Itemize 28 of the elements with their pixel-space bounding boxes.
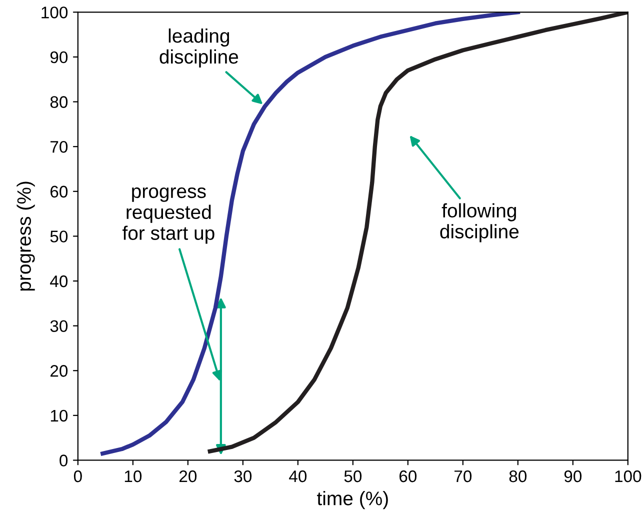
y-tick-label: 10: [50, 410, 68, 422]
y-tick-label: 0: [60, 454, 68, 466]
annotation: leading discipline: [160, 28, 238, 68]
y-tick-label: 60: [50, 186, 68, 198]
annotation: following discipline: [440, 203, 519, 242]
y-tick-label: 100: [42, 6, 68, 18]
y-tick-label: 40: [50, 275, 68, 288]
line-series: [100, 12, 520, 456]
x-tick-label: 40: [289, 470, 307, 482]
y-tick-label: 20: [50, 365, 68, 377]
y-tick-label: 70: [50, 140, 68, 153]
x-tick-label: 90: [564, 470, 582, 482]
y-tick-label: 80: [50, 96, 68, 108]
x-axis-title: time (%): [317, 491, 388, 510]
x-tick-label: 80: [509, 470, 527, 482]
x-tick-label: 50: [344, 470, 362, 482]
x-tick-label: 100: [615, 470, 642, 482]
y-tick-label: 90: [50, 51, 68, 64]
x-tick-label: 0: [74, 470, 82, 482]
x-tick-label: 10: [124, 470, 142, 482]
y-tick-label: 30: [50, 320, 68, 332]
x-tick-label: 70: [454, 470, 472, 482]
x-tick-label: 30: [234, 470, 252, 482]
x-tick-label: 20: [179, 470, 197, 482]
x-tick-label: 60: [399, 470, 417, 482]
annotation: progress requested for start up: [122, 187, 214, 244]
y-axis-title: progress (%): [16, 182, 35, 291]
y-tick-label: 50: [50, 230, 68, 242]
